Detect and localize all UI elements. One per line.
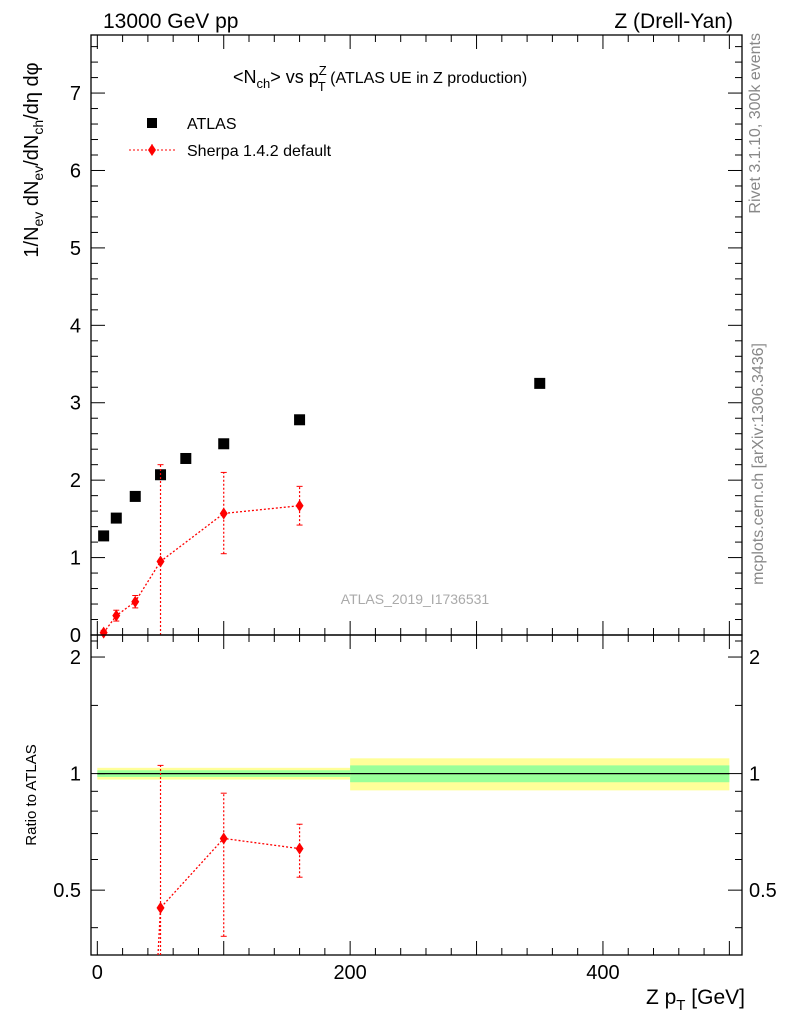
- atlas-point: [294, 414, 306, 426]
- ratio-ytick-label-left: 0.5: [53, 880, 81, 902]
- atlas-point: [534, 377, 546, 389]
- atlas-point: [129, 490, 141, 502]
- ratio-ytick-label-right: 0.5: [749, 880, 777, 902]
- header-left: 13000 GeV pp: [103, 10, 238, 33]
- ratio-ytick-label-left: 1: [70, 764, 81, 786]
- atlas-point: [180, 452, 192, 464]
- sherpa-point: [295, 499, 304, 512]
- main-ytick-label: 4: [70, 315, 81, 337]
- main-ytick-label: 7: [70, 83, 81, 105]
- main-axes: 0 1 2 3 4 5 6 7: [70, 34, 743, 647]
- mcplots-label: mcplots.cern.ch [arXiv:1306.3436]: [750, 343, 767, 585]
- legend-atlas-label: ATLAS: [187, 116, 237, 133]
- ratio-data: [156, 764, 304, 956]
- x-tick-label: 200: [333, 962, 366, 984]
- ratio-sherpa-line: [157, 837, 300, 956]
- atlas-point: [98, 530, 110, 542]
- sherpa-point: [156, 555, 165, 568]
- main-ytick-label: 3: [70, 393, 81, 415]
- atlas-point: [110, 512, 122, 524]
- ratio-sherpa-point: [219, 832, 228, 845]
- ratio-sherpa-point: [295, 842, 304, 855]
- ratio-sherpa-point: [156, 901, 165, 914]
- ratio-frame: [90, 634, 743, 956]
- legend-sherpa-label: Sherpa 1.4.2 default: [187, 143, 332, 160]
- main-ytick-label: 1: [70, 548, 81, 570]
- main-ytick-label: 5: [70, 238, 81, 260]
- main-ytick-label: 6: [70, 160, 81, 182]
- ratio-ytick-label-right: 1: [749, 764, 760, 786]
- legend-atlas-marker: [147, 118, 157, 128]
- main-ytick-label: 0: [70, 625, 81, 647]
- main-data: [98, 377, 546, 639]
- main-y-label: 1/Nev dNev/dNch/dη dφ: [21, 62, 46, 257]
- legend-sherpa-marker: [148, 144, 156, 156]
- x-tick-label: 0: [92, 962, 103, 984]
- sherpa-point: [112, 609, 121, 622]
- main-ytick-label: 2: [70, 470, 81, 492]
- ratio-bands: [97, 758, 730, 791]
- header-right: Z (Drell-Yan): [614, 10, 733, 33]
- plot-title: <Nch> vs pZ T (ATLAS UE in Z production): [233, 63, 527, 94]
- x-tick-label: 400: [586, 962, 619, 984]
- legend: ATLAS Sherpa 1.4.2 default: [129, 116, 332, 160]
- x-axis-label: Z pT [GeV]: [646, 986, 745, 1014]
- sherpa-point: [99, 626, 108, 639]
- rivet-label: Rivet 3.1.10, 300k events: [747, 33, 764, 214]
- watermark: ATLAS_2019_I1736531: [341, 591, 490, 607]
- atlas-point: [218, 438, 230, 450]
- sherpa-point: [131, 595, 140, 608]
- sherpa-point: [219, 507, 228, 520]
- ratio-ytick-label-right: 2: [749, 647, 760, 669]
- ratio-y-label: Ratio to ATLAS: [23, 744, 40, 845]
- sherpa-line: [103, 505, 300, 634]
- ratio-axes: 0.5 0.5 1 1 2 2 0 200 400: [53, 634, 777, 984]
- ratio-ytick-label-left: 2: [70, 647, 81, 669]
